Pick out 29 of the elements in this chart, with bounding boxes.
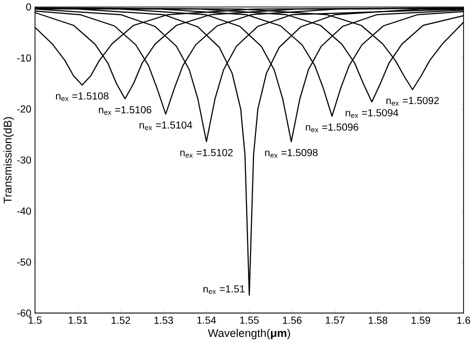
y-tick-label: -20	[17, 106, 32, 113]
x-tick-label: 1.58	[368, 316, 388, 324]
annotation: n$_{ex}$ =1.51	[203, 286, 245, 294]
x-axis-title: Wavelength(μm)	[208, 329, 290, 340]
annotation: n$_{ex}$ =1.5098	[265, 149, 318, 158]
y-tick-label: -40	[17, 208, 32, 215]
annotation: n$_{ex}$ =1.5104	[140, 122, 192, 130]
annotation: n$_{ex}$ =1.5106	[98, 106, 152, 116]
x-tick-label: 1.51	[68, 316, 88, 324]
annotation: n$_{ex}$ =1.5094	[346, 109, 398, 118]
y-tick-label: -30	[17, 156, 32, 164]
x-tick-label: 1.56	[283, 316, 302, 324]
y-tick-label: 0	[26, 4, 32, 11]
x-tick-label: 1.57	[326, 316, 344, 324]
annotation: n$_{ex}$ =1.5102	[180, 149, 233, 158]
x-tick-label: 1.59	[412, 316, 430, 324]
y-axis-title: Transmission(dB)	[3, 117, 14, 204]
y-tick-label: -60	[17, 310, 32, 317]
x-tick-label: 1.54	[197, 316, 216, 324]
x-tick-label: 1.53	[154, 316, 174, 324]
x-tick-label: 1.55	[240, 316, 259, 324]
annotation: n$_{ex}$ =1.5096	[306, 124, 358, 132]
x-tick-label: 1.6	[457, 316, 470, 324]
y-tick-label: -50	[17, 258, 32, 266]
x-tick-label: 1.52	[112, 316, 130, 324]
y-tick-label: -10	[17, 54, 32, 62]
annotation: n$_{ex}$ =1.5108	[56, 92, 108, 102]
annotation: n$_{ex}$ =1.5092	[386, 97, 439, 106]
x-tick-label: 1.5	[28, 316, 42, 324]
